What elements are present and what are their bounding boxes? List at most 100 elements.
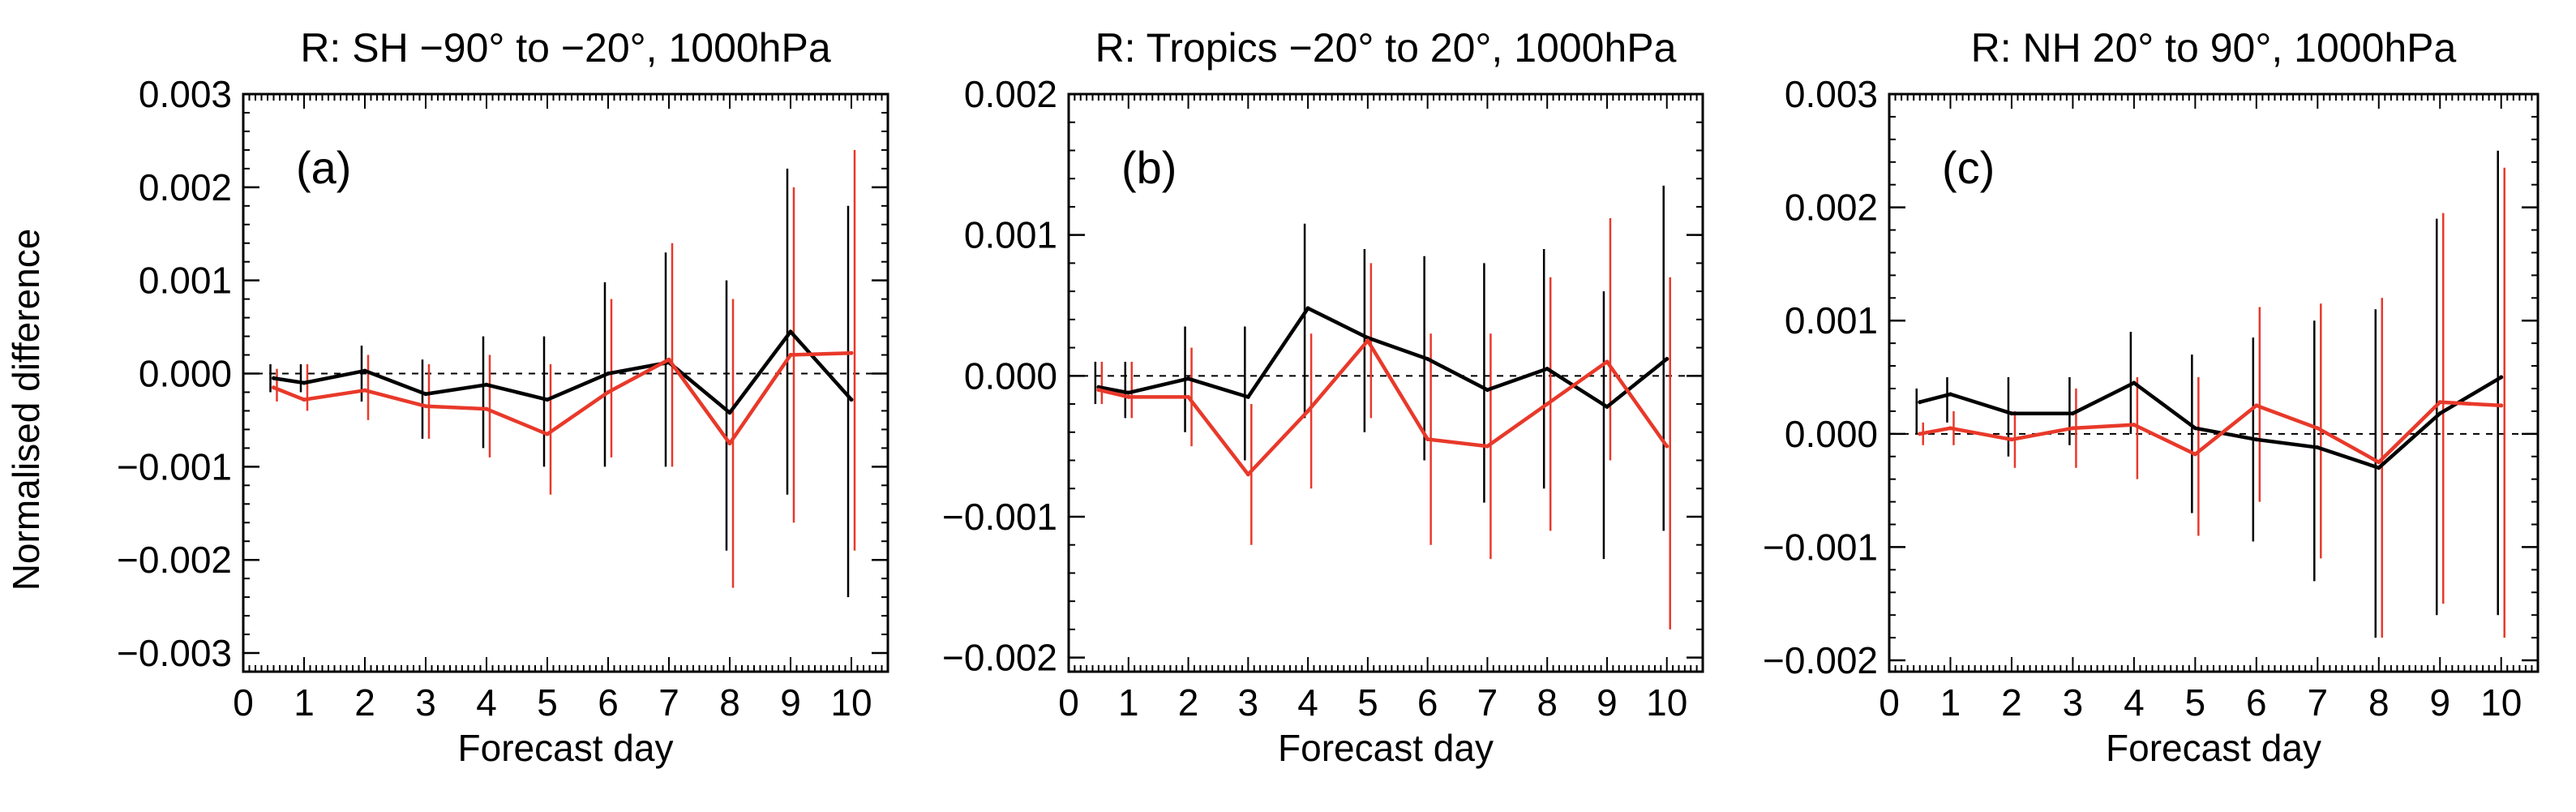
data-point-red bbox=[2192, 452, 2197, 457]
data-point-red bbox=[849, 350, 854, 355]
y-tick-label: 0.002 bbox=[1785, 187, 1878, 229]
chart-title: R: Tropics −20° to 20°, 1000hPa bbox=[1095, 25, 1677, 71]
data-point-black bbox=[2437, 411, 2442, 416]
data-point-red bbox=[788, 353, 793, 358]
x-tick-label: 9 bbox=[1597, 681, 1618, 724]
y-tick-label: −0.002 bbox=[117, 539, 232, 581]
data-point-red bbox=[2315, 426, 2320, 431]
data-point-black bbox=[1305, 306, 1310, 311]
panel-b: R: Tropics −20° to 20°, 1000hPa −0.002 −0.… bbox=[942, 25, 1704, 769]
x-tick-label: 7 bbox=[1477, 681, 1498, 724]
y-tick-label: 0.003 bbox=[1785, 73, 1878, 115]
y-tick-label: 0.002 bbox=[139, 166, 232, 208]
y-tick-label: −0.001 bbox=[117, 445, 232, 488]
data-point-red bbox=[667, 357, 671, 362]
x-axis-label: Forecast day bbox=[458, 727, 674, 769]
x-tick-label: 2 bbox=[2001, 681, 2022, 724]
data-point-black bbox=[2070, 411, 2075, 416]
data-point-black bbox=[727, 410, 732, 415]
panel-label: (a) bbox=[296, 142, 351, 193]
y-axis-label: Normalised difference bbox=[5, 229, 47, 591]
data-point-black bbox=[2009, 411, 2014, 416]
data-point-black bbox=[2499, 375, 2504, 380]
data-point-black bbox=[2132, 380, 2137, 385]
data-point-black bbox=[1245, 394, 1250, 399]
series-line-black bbox=[273, 329, 853, 415]
x-tick-label: 4 bbox=[2124, 681, 2145, 724]
data-point-black bbox=[2192, 426, 2197, 431]
x-axis-label: Forecast day bbox=[1278, 727, 1494, 769]
x-tick-label: 6 bbox=[598, 681, 619, 724]
x-tick-label: 0 bbox=[233, 681, 254, 724]
data-point-red bbox=[2437, 400, 2442, 405]
data-point-red bbox=[423, 404, 428, 409]
data-point-black bbox=[788, 329, 793, 334]
x-tick-label: 2 bbox=[1178, 681, 1199, 724]
y-tick-label: 0.000 bbox=[1785, 413, 1878, 455]
x-tick-label: 1 bbox=[294, 681, 315, 724]
data-point-red bbox=[2499, 403, 2504, 408]
data-point-black bbox=[302, 380, 306, 385]
data-point-red bbox=[727, 441, 732, 446]
data-point-red bbox=[1186, 394, 1191, 399]
series-line-red bbox=[1098, 338, 1669, 477]
x-tick-label: 7 bbox=[658, 681, 679, 724]
data-point-black bbox=[1948, 392, 1952, 397]
y-tick-label: 0.002 bbox=[964, 73, 1057, 115]
panel-c: R: NH 20° to 90°, 1000hPa −0.002 −0.001 0.0… bbox=[1763, 25, 2540, 769]
data-point-black bbox=[1365, 335, 1370, 340]
x-tick-label: 10 bbox=[2480, 681, 2522, 724]
y-tick-label: 0.000 bbox=[964, 354, 1057, 397]
x-tick-label: 1 bbox=[1118, 681, 1139, 724]
data-point-red bbox=[2254, 403, 2259, 408]
x-tick-label: 0 bbox=[1058, 681, 1079, 724]
x-tick-label: 7 bbox=[2308, 681, 2329, 724]
x-tick-label: 4 bbox=[476, 681, 497, 724]
data-point-red bbox=[1365, 338, 1370, 343]
y-tick-label: 0.001 bbox=[139, 260, 232, 302]
y-tick-label: 0.000 bbox=[139, 353, 232, 395]
x-tick-label: 4 bbox=[1297, 681, 1318, 724]
panel-label: (b) bbox=[1121, 142, 1177, 193]
data-point-black bbox=[1096, 385, 1101, 389]
data-point-red bbox=[272, 385, 276, 390]
data-point-red bbox=[362, 388, 367, 393]
x-tick-label: 5 bbox=[2185, 681, 2206, 724]
data-point-red bbox=[2132, 423, 2137, 427]
x-tick-label: 3 bbox=[2063, 681, 2084, 724]
y-tick-label: −0.001 bbox=[1763, 526, 1878, 568]
data-point-red bbox=[2070, 426, 2075, 431]
panel-a: R: SH −90° to −20°, 1000hPa −0.003 −0.002 −… bbox=[117, 25, 889, 769]
data-point-black bbox=[849, 397, 854, 402]
data-point-red bbox=[1126, 394, 1131, 399]
data-point-black bbox=[545, 397, 550, 402]
data-point-red bbox=[2009, 437, 2014, 442]
data-point-black bbox=[2254, 437, 2259, 442]
y-tick-label: 0.001 bbox=[964, 214, 1057, 256]
data-point-red bbox=[302, 397, 306, 402]
data-point-red bbox=[1948, 426, 1952, 431]
data-point-red bbox=[1605, 359, 1609, 364]
y-tick-label: −0.001 bbox=[942, 496, 1057, 538]
x-tick-label: 9 bbox=[780, 681, 801, 724]
data-point-red bbox=[484, 406, 489, 411]
y-tick-label: 0.003 bbox=[139, 73, 232, 115]
data-point-black bbox=[2315, 445, 2320, 450]
data-point-red bbox=[1545, 402, 1549, 406]
series-line-black bbox=[1098, 306, 1669, 409]
data-point-red bbox=[1305, 409, 1310, 414]
x-tick-label: 0 bbox=[1879, 681, 1900, 724]
data-point-black bbox=[423, 392, 428, 397]
data-point-black bbox=[1186, 376, 1191, 381]
x-tick-label: 9 bbox=[2429, 681, 2450, 724]
panel-label: (c) bbox=[1942, 142, 1995, 193]
x-tick-label: 5 bbox=[537, 681, 558, 724]
x-tick-label: 1 bbox=[1940, 681, 1961, 724]
y-tick-label: −0.003 bbox=[117, 632, 232, 674]
x-tick-label: 3 bbox=[415, 681, 436, 724]
data-point-black bbox=[272, 376, 276, 380]
data-point-black bbox=[1545, 367, 1549, 372]
x-tick-label: 6 bbox=[2246, 681, 2267, 724]
data-point-red bbox=[1485, 444, 1489, 449]
data-point-red bbox=[545, 432, 550, 436]
